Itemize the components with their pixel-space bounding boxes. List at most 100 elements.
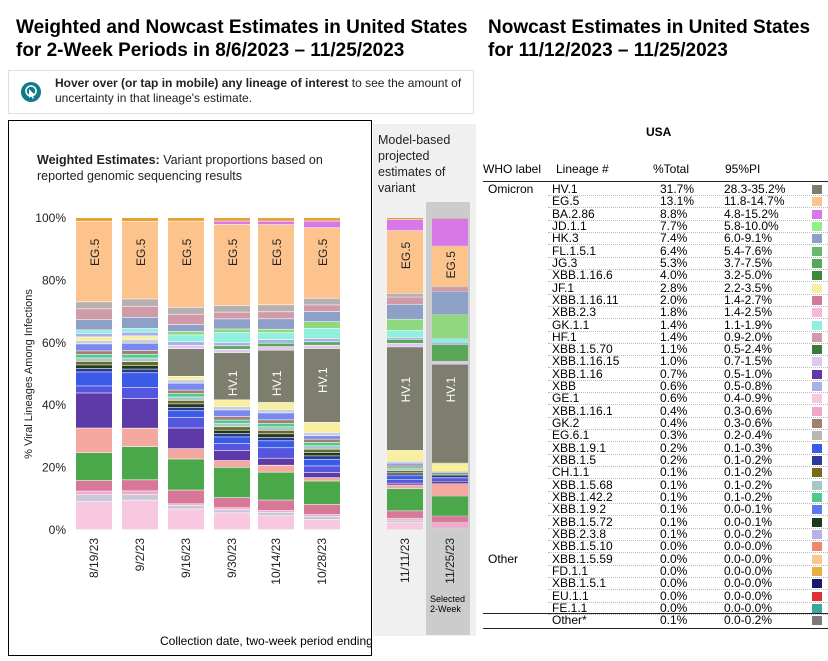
bar-segment[interactable] xyxy=(432,478,468,482)
bar-segment[interactable] xyxy=(122,354,158,358)
bar-segment[interactable] xyxy=(432,473,468,474)
bar-segment[interactable] xyxy=(432,343,468,345)
bar-segment[interactable] xyxy=(258,472,294,500)
bar-segment[interactable] xyxy=(304,221,340,228)
bar-segment[interactable] xyxy=(304,311,340,322)
bar-segment[interactable] xyxy=(387,522,423,530)
bar-group[interactable] xyxy=(76,218,112,530)
bar-segment[interactable] xyxy=(76,340,112,344)
bar-segment[interactable] xyxy=(76,491,112,495)
bar-segment[interactable] xyxy=(258,319,294,329)
bar-segment[interactable] xyxy=(387,470,423,473)
bar-segment[interactable] xyxy=(304,338,340,342)
bar-segment[interactable] xyxy=(258,221,294,225)
bar-segment[interactable] xyxy=(168,221,204,308)
bar-group[interactable] xyxy=(214,218,250,530)
bar-segment[interactable] xyxy=(387,339,423,343)
bar-segment[interactable] xyxy=(168,400,204,404)
bar-segment[interactable] xyxy=(76,365,112,369)
bar-segment[interactable] xyxy=(304,305,340,312)
bar-segment[interactable] xyxy=(387,219,423,231)
bar-segment[interactable] xyxy=(304,348,340,423)
bar-segment[interactable] xyxy=(432,463,468,472)
bar-segment[interactable] xyxy=(214,460,250,467)
bar-segment[interactable] xyxy=(214,329,250,333)
bar-segment[interactable] xyxy=(214,513,250,530)
bar-segment[interactable] xyxy=(258,343,294,347)
bar-segment[interactable] xyxy=(258,437,294,441)
bar-segment[interactable] xyxy=(122,428,158,447)
bar-segment[interactable] xyxy=(387,467,423,469)
bar-segment[interactable] xyxy=(304,519,340,530)
bar-segment[interactable] xyxy=(76,302,112,309)
bar-segment[interactable] xyxy=(258,409,294,413)
bar-segment[interactable] xyxy=(304,514,340,516)
bar-group[interactable] xyxy=(432,218,468,530)
bar-segment[interactable] xyxy=(122,299,158,307)
bar-segment[interactable] xyxy=(168,218,204,221)
bar-segment[interactable] xyxy=(258,434,294,438)
bar-segment[interactable] xyxy=(214,346,250,349)
bar-segment[interactable] xyxy=(432,475,468,478)
bar-segment[interactable] xyxy=(76,480,112,491)
bar-group[interactable] xyxy=(258,218,294,530)
bar-segment[interactable] xyxy=(168,490,204,504)
bar-segment[interactable] xyxy=(432,528,468,530)
bar-segment[interactable] xyxy=(258,218,294,221)
bar-segment[interactable] xyxy=(168,349,204,376)
bar-segment[interactable] xyxy=(432,345,468,361)
bar-segment[interactable] xyxy=(258,420,294,424)
bar-segment[interactable] xyxy=(258,423,294,427)
bar-segment[interactable] xyxy=(76,333,112,337)
bar-segment[interactable] xyxy=(304,298,340,305)
bar-segment[interactable] xyxy=(76,354,112,358)
bar-segment[interactable] xyxy=(304,442,340,446)
bar-segment[interactable] xyxy=(76,386,112,393)
bar-segment[interactable] xyxy=(214,319,250,329)
bar-segment[interactable] xyxy=(258,512,294,516)
bar-segment[interactable] xyxy=(214,443,250,451)
bar-segment[interactable] xyxy=(258,441,294,448)
bar-segment[interactable] xyxy=(432,364,468,463)
bar-segment[interactable] xyxy=(258,333,294,340)
bar-segment[interactable] xyxy=(387,483,423,485)
bar-segment[interactable] xyxy=(122,358,158,362)
bar-segment[interactable] xyxy=(387,230,423,294)
bar-segment[interactable] xyxy=(387,338,423,340)
bar-segment[interactable] xyxy=(122,494,158,500)
bar-segment[interactable] xyxy=(122,398,158,428)
bar-segment[interactable] xyxy=(168,397,204,401)
bar-segment[interactable] xyxy=(304,446,340,449)
bar-segment[interactable] xyxy=(387,511,423,518)
bar-segment[interactable] xyxy=(214,410,250,417)
bar-segment[interactable] xyxy=(304,218,340,221)
bar-segment[interactable] xyxy=(122,350,158,355)
bar-segment[interactable] xyxy=(214,417,250,420)
bar-segment[interactable] xyxy=(214,400,250,407)
bar-segment[interactable] xyxy=(304,466,340,473)
bar-segment[interactable] xyxy=(258,312,294,319)
bar-segment[interactable] xyxy=(258,465,294,472)
bar-segment[interactable] xyxy=(387,476,423,480)
bar-segment[interactable] xyxy=(76,221,112,302)
bar-segment[interactable] xyxy=(168,411,204,418)
bar-segment[interactable] xyxy=(168,505,204,509)
bar-segment[interactable] xyxy=(304,432,340,436)
bar-segment[interactable] xyxy=(387,293,423,297)
bar-segment[interactable] xyxy=(168,335,204,342)
bar-segment[interactable] xyxy=(387,472,423,474)
bar-segment[interactable] xyxy=(76,319,112,330)
bar-segment[interactable] xyxy=(76,218,112,221)
bar-segment[interactable] xyxy=(432,287,468,292)
bar-segment[interactable] xyxy=(304,478,340,481)
bar-segment[interactable] xyxy=(387,518,423,520)
bar-segment[interactable] xyxy=(258,402,294,410)
bar-segment[interactable] xyxy=(387,319,423,331)
bar-segment[interactable] xyxy=(387,304,423,319)
bar-segment[interactable] xyxy=(214,406,250,410)
bar-segment[interactable] xyxy=(168,390,204,394)
bar-segment[interactable] xyxy=(122,362,158,366)
bar-segment[interactable] xyxy=(387,218,423,220)
bar-segment[interactable] xyxy=(387,461,423,463)
bar-segment[interactable] xyxy=(168,404,204,408)
